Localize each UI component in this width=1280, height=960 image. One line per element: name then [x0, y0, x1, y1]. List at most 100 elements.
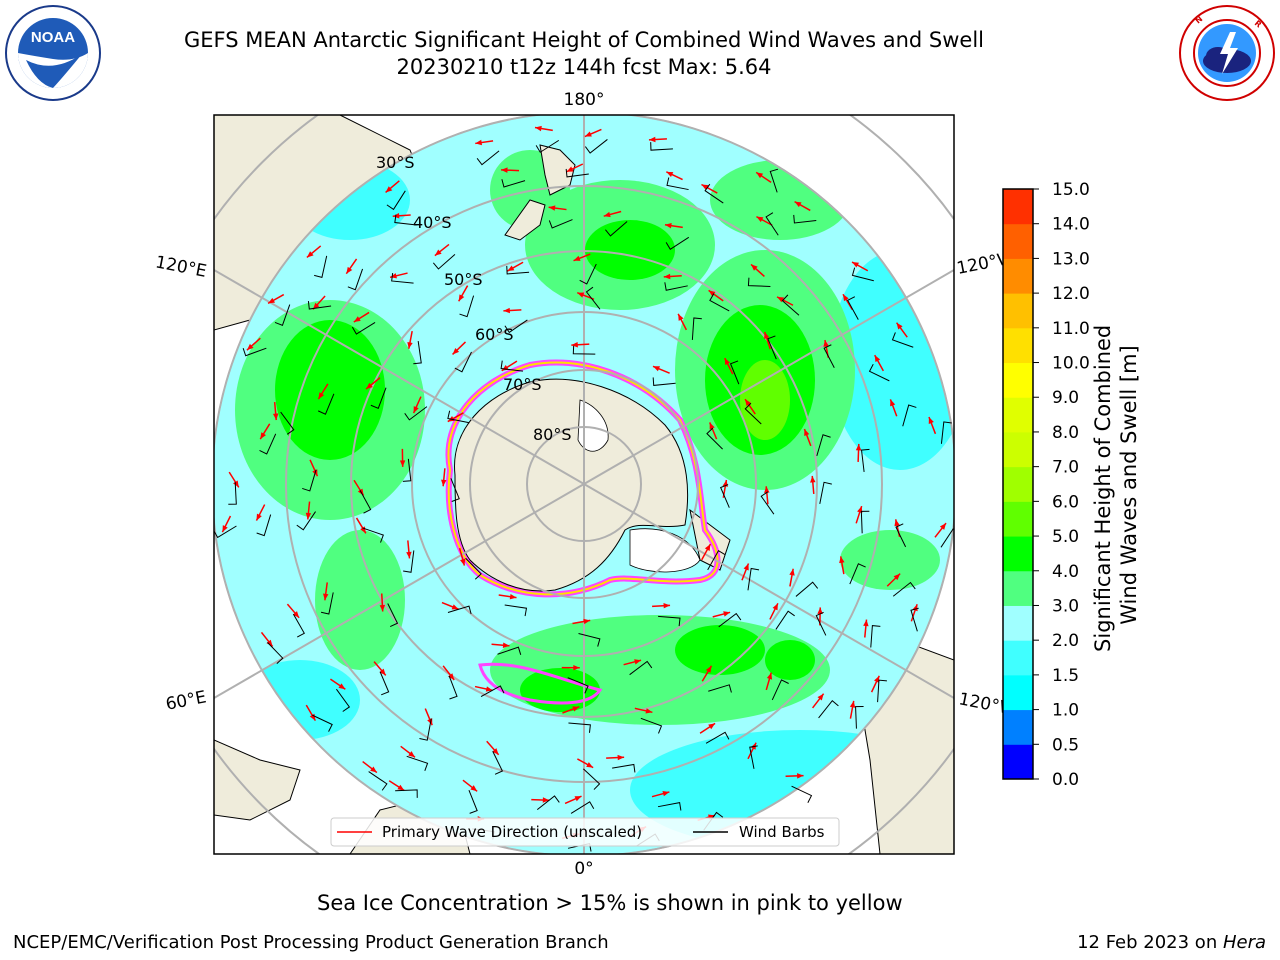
lat-label-70s: 70°S — [503, 375, 542, 394]
colorbar-tick-label: 0.0 — [1052, 770, 1079, 790]
wind-barb — [492, 750, 504, 775]
wind-barb — [570, 801, 595, 814]
africa-landmass — [214, 739, 301, 821]
wind-barb — [795, 581, 819, 597]
wave-direction-arrowhead — [766, 672, 773, 680]
wave-direction-arrowhead — [664, 222, 672, 229]
wind-barb — [719, 484, 730, 508]
wave-direction-arrowhead — [470, 785, 478, 792]
colorbar-tick-label: 10.0 — [1052, 354, 1090, 374]
wind-barb — [447, 410, 470, 424]
wave-direction-arrowhead — [408, 751, 415, 758]
wave-direction-arrowhead — [745, 399, 751, 407]
wind-barb — [379, 671, 390, 696]
wave-direction-arrowhead — [804, 429, 810, 437]
wave-direction-arrowhead — [708, 723, 716, 730]
wave-direction-arrowhead — [928, 416, 934, 424]
wave-direction-arrowhead — [662, 791, 670, 797]
noaa-logo: NOAA — [5, 5, 101, 101]
wave-direction-arrowhead — [379, 604, 386, 612]
colorbar-swatch — [1003, 501, 1033, 537]
wind-barb — [847, 296, 859, 320]
wind-barb — [771, 679, 789, 701]
wind-barb — [572, 345, 596, 355]
wind-barb — [548, 219, 573, 229]
colorbar-tick-label: 8.0 — [1052, 423, 1079, 443]
wave-direction-arrowhead — [852, 262, 859, 268]
wave-direction-arrowhead — [448, 673, 455, 680]
wind-barb — [302, 469, 317, 492]
colorbar-swatch — [1003, 431, 1033, 468]
wind-barb — [480, 685, 505, 698]
wind-barb — [317, 393, 335, 415]
colorbar-tick-label: 6.0 — [1052, 492, 1079, 512]
wave-direction-arrowhead — [723, 611, 731, 617]
wave-direction-arrowhead — [810, 475, 816, 483]
wind-barb — [432, 254, 456, 270]
wave-direction-arrowhead — [338, 683, 346, 690]
wind-barb — [214, 525, 237, 539]
wind-barb — [448, 675, 458, 700]
colorbar-swatch — [1003, 293, 1033, 329]
wave-direction-arrowhead — [399, 460, 406, 467]
wind-barb — [708, 684, 732, 693]
wave-direction-arrowhead — [586, 762, 594, 768]
wind-barb — [891, 332, 914, 348]
wave-direction-arrowhead — [260, 432, 266, 440]
lat-label-60s: 60°S — [475, 325, 514, 344]
wave-direction-arrowhead — [370, 766, 377, 773]
wind-barb — [870, 625, 881, 648]
wave-direction-arrowhead — [573, 664, 580, 671]
wave-direction-arrowhead — [863, 619, 869, 627]
wave-direction-arrowhead — [460, 558, 466, 566]
wind-barb — [391, 272, 414, 284]
colorbar-swatch — [1003, 362, 1033, 398]
wind-barb — [567, 677, 589, 694]
wave-direction-arrowhead — [817, 607, 823, 614]
svg-text:N: N — [1194, 14, 1205, 25]
wind-barb — [536, 795, 560, 811]
wind-barb — [465, 557, 482, 580]
noaa-logo-text: NOAA — [31, 29, 75, 46]
colorbar-label: Significant Height of Combined Wind Wave… — [1091, 318, 1141, 652]
wind-barb — [855, 706, 864, 729]
colorbar-swatch — [1003, 674, 1033, 711]
wind-barb — [851, 267, 874, 282]
wave-direction-arrowhead — [893, 573, 901, 581]
wind-barb — [612, 763, 636, 773]
lat-label-30s: 30°S — [376, 153, 415, 172]
colorbar-tick-label: 15.0 — [1052, 180, 1090, 200]
wind-barb — [292, 613, 305, 638]
new-zealand-landmass — [539, 144, 576, 196]
wind-barb — [652, 377, 676, 386]
wave-direction-arrowhead — [313, 302, 320, 310]
wave-direction-arrowhead — [764, 332, 770, 340]
wind-barb — [718, 612, 742, 628]
wind-barb — [658, 615, 681, 627]
colorbar-tick-label: 1.5 — [1052, 666, 1079, 686]
wind-barb — [504, 604, 528, 617]
legend-wave-direction-label: Primary Wave Direction (unscaled) — [382, 823, 642, 841]
wave-direction-arrowhead — [485, 686, 493, 692]
wind-barb — [666, 177, 689, 191]
colorbar-tick-label: 13.0 — [1052, 249, 1090, 269]
colorbar-swatch — [1003, 258, 1033, 294]
wind-barb — [769, 168, 779, 193]
wave-direction-arrowhead — [789, 568, 795, 576]
wave-direction-arrowhead — [233, 480, 239, 488]
wave-direction-arrowhead — [849, 700, 856, 708]
colorbar-tick-label: 11.0 — [1052, 319, 1090, 339]
wind-barb — [565, 168, 589, 178]
wind-barb — [347, 268, 364, 291]
wave-direction-arrowhead — [305, 512, 312, 520]
colorbar-tick-label: 7.0 — [1052, 458, 1079, 478]
wind-barb — [280, 411, 295, 435]
wind-barb — [256, 514, 272, 537]
colorbar-tick-label: 9.0 — [1052, 388, 1079, 408]
wave-direction-arrowhead — [577, 292, 585, 298]
wind-barb — [744, 402, 762, 425]
lon-label-120e: 120°E — [154, 252, 209, 281]
wind-barb — [274, 304, 291, 326]
footer-machine: Hera — [1222, 932, 1266, 953]
